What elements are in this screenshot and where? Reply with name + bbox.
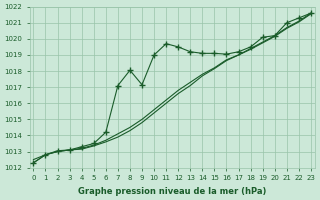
X-axis label: Graphe pression niveau de la mer (hPa): Graphe pression niveau de la mer (hPa): [78, 187, 266, 196]
